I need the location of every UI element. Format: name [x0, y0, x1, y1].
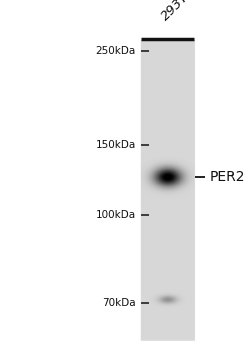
Bar: [141, 40, 194, 341]
Text: PER2: PER2: [209, 170, 245, 184]
Text: 100kDa: 100kDa: [96, 210, 136, 220]
Text: 250kDa: 250kDa: [95, 46, 136, 56]
Text: 293T: 293T: [159, 0, 191, 23]
Text: 70kDa: 70kDa: [102, 298, 136, 308]
Text: 150kDa: 150kDa: [95, 140, 136, 150]
